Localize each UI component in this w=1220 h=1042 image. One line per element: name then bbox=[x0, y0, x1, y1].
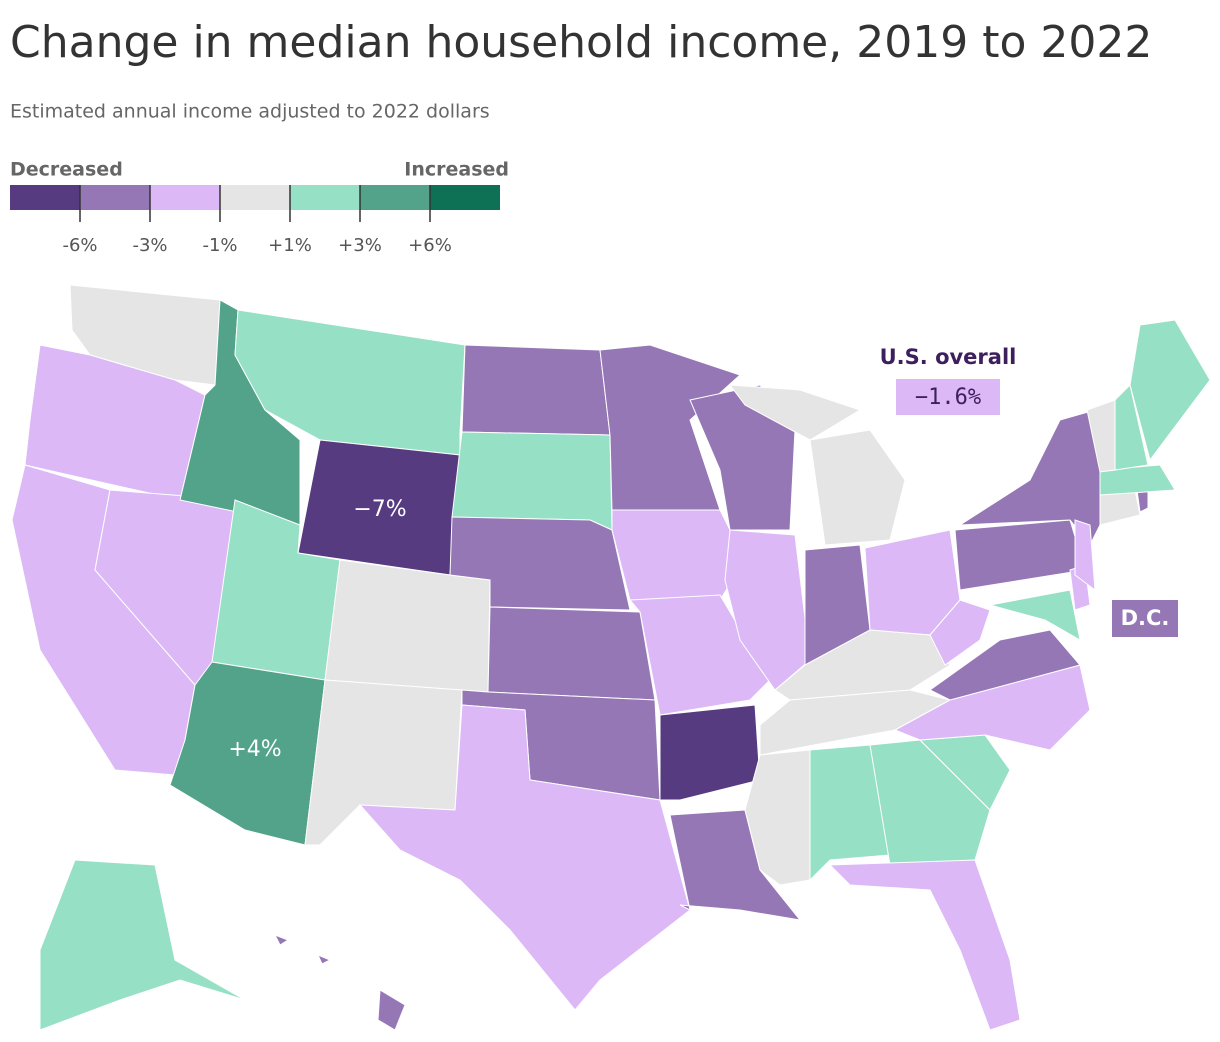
state bbox=[461, 344, 611, 436]
state bbox=[929, 599, 991, 666]
state-value: +4% bbox=[228, 737, 281, 762]
state bbox=[954, 519, 1086, 591]
state bbox=[358, 704, 691, 1011]
subtitle: Estimated annual income adjusted to 2022… bbox=[10, 101, 490, 123]
legend-swatch bbox=[290, 185, 360, 210]
state bbox=[324, 559, 491, 693]
state bbox=[869, 739, 991, 866]
state bbox=[659, 704, 761, 801]
legend-tick-label: -6% bbox=[62, 235, 97, 256]
us-value: −1.6% bbox=[915, 385, 981, 410]
state bbox=[449, 516, 631, 611]
legend: -6% -3% -1% +1% +3% +6% bbox=[10, 185, 500, 256]
state bbox=[1114, 384, 1149, 471]
state bbox=[828, 859, 1021, 1031]
state bbox=[1074, 519, 1096, 592]
state bbox=[611, 509, 746, 601]
dc-box bbox=[1112, 600, 1178, 637]
legend-swatch bbox=[80, 185, 150, 210]
legend-swatch bbox=[150, 185, 220, 210]
legend-swatch bbox=[430, 185, 500, 210]
legend-swatch bbox=[220, 185, 290, 210]
legend-tick-label: +3% bbox=[338, 235, 382, 256]
legend-high-label: Increased bbox=[404, 159, 509, 181]
legend-tick-label: +1% bbox=[268, 235, 312, 256]
state bbox=[809, 744, 891, 882]
state-value: −7% bbox=[353, 497, 406, 522]
state bbox=[929, 629, 1081, 701]
state bbox=[689, 384, 796, 531]
states bbox=[11, 284, 1211, 1031]
state bbox=[39, 319, 1211, 1031]
state bbox=[487, 606, 656, 701]
title: Change in median household income, 2019 … bbox=[10, 17, 1152, 68]
state bbox=[273, 934, 406, 1031]
state bbox=[628, 594, 771, 716]
dc-label: D.C. bbox=[1121, 606, 1170, 630]
state bbox=[1099, 489, 1141, 526]
state bbox=[989, 589, 1081, 641]
legend-swatch bbox=[10, 185, 80, 210]
callouts: U.S. overall −1.6% −7% +4% D.C. bbox=[228, 345, 1178, 762]
us-value-box bbox=[896, 379, 1000, 415]
legend-low-label: Decreased bbox=[10, 159, 123, 181]
legend-tick-label: +6% bbox=[408, 235, 452, 256]
legend-tick-label: -3% bbox=[132, 235, 167, 256]
legend-tick-label: -1% bbox=[202, 235, 237, 256]
state bbox=[599, 344, 741, 511]
state bbox=[451, 431, 613, 531]
state bbox=[728, 384, 906, 546]
legend-swatch bbox=[360, 185, 430, 210]
us-label: U.S. overall bbox=[880, 345, 1017, 369]
